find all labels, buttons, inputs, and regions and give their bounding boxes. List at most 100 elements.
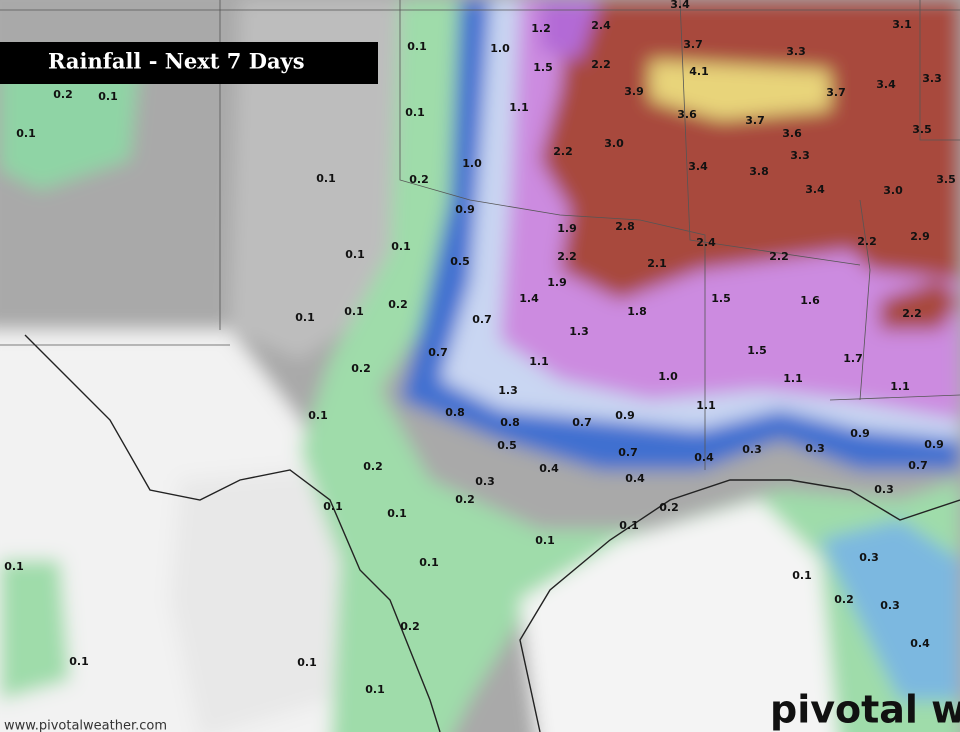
rainfall-label: 3.4 bbox=[688, 160, 708, 173]
rainfall-label: 1.5 bbox=[747, 344, 767, 357]
rainfall-label: 1.3 bbox=[498, 384, 518, 397]
rainfall-label: 0.1 bbox=[407, 40, 427, 53]
rainfall-label: 2.2 bbox=[591, 58, 611, 71]
rainfall-label: 3.4 bbox=[670, 0, 690, 11]
rainfall-label: 0.3 bbox=[475, 475, 495, 488]
rainfall-label: 0.3 bbox=[874, 483, 894, 496]
rainfall-label: 0.2 bbox=[834, 593, 854, 606]
rainfall-label: 0.1 bbox=[345, 248, 365, 261]
rainfall-label: 0.1 bbox=[344, 305, 364, 318]
rainfall-label: 0.5 bbox=[450, 255, 470, 268]
rainfall-label: 1.0 bbox=[462, 157, 482, 170]
rainfall-label: 3.1 bbox=[892, 18, 912, 31]
rainfall-label: 1.1 bbox=[890, 380, 910, 393]
rainfall-label: 1.0 bbox=[658, 370, 678, 383]
rainfall-label: 4.1 bbox=[689, 65, 709, 78]
rainfall-label: 3.0 bbox=[883, 184, 903, 197]
rainfall-label: 3.7 bbox=[826, 86, 846, 99]
rainfall-label: 3.4 bbox=[805, 183, 825, 196]
rainfall-label: 2.8 bbox=[615, 220, 635, 233]
rainfall-label: 0.2 bbox=[455, 493, 475, 506]
rainfall-label: 0.7 bbox=[428, 346, 448, 359]
rainfall-label: 0.1 bbox=[387, 507, 407, 520]
rainfall-label: 1.1 bbox=[529, 355, 549, 368]
rainfall-label: 1.5 bbox=[711, 292, 731, 305]
rainfall-label: 1.7 bbox=[843, 352, 863, 365]
rainfall-label: 1.6 bbox=[800, 294, 820, 307]
rainfall-label: 0.1 bbox=[391, 240, 411, 253]
rainfall-label: 0.2 bbox=[400, 620, 420, 633]
rainfall-label: 2.2 bbox=[902, 307, 922, 320]
rainfall-label: 0.9 bbox=[615, 409, 635, 422]
rainfall-label: 2.2 bbox=[857, 235, 877, 248]
rainfall-label: 1.2 bbox=[531, 22, 551, 35]
rainfall-label: 0.1 bbox=[535, 534, 555, 547]
rainfall-label: 0.1 bbox=[69, 655, 89, 668]
rainfall-label: 0.1 bbox=[419, 556, 439, 569]
rainfall-label: 2.4 bbox=[696, 236, 716, 249]
rainfall-label: 0.9 bbox=[455, 203, 475, 216]
rainfall-label: 0.2 bbox=[363, 460, 383, 473]
rainfall-label: 2.4 bbox=[591, 19, 611, 32]
rainfall-label: 0.3 bbox=[880, 599, 900, 612]
rainfall-label: 0.8 bbox=[500, 416, 520, 429]
rainfall-label: 3.7 bbox=[683, 38, 703, 51]
rainfall-label: 1.1 bbox=[509, 101, 529, 114]
rainfall-label: 1.0 bbox=[490, 42, 510, 55]
rainfall-label: 2.2 bbox=[553, 145, 573, 158]
rainfall-label: 0.1 bbox=[619, 519, 639, 532]
rainfall-label: 0.2 bbox=[388, 298, 408, 311]
rainfall-label: 0.1 bbox=[16, 127, 36, 140]
rainfall-label: 3.6 bbox=[677, 108, 697, 121]
rainfall-label: 0.4 bbox=[625, 472, 645, 485]
rainfall-label: 0.4 bbox=[910, 637, 930, 650]
rainfall-label: 0.1 bbox=[365, 683, 385, 696]
watermark: www.pivotalweather.com bbox=[4, 719, 167, 732]
rainfall-label: 0.1 bbox=[323, 500, 343, 513]
rainfall-label: 0.7 bbox=[618, 446, 638, 459]
rainfall-label: 0.2 bbox=[409, 173, 429, 186]
rainfall-label: 0.9 bbox=[850, 427, 870, 440]
rainfall-label: 0.2 bbox=[351, 362, 371, 375]
rainfall-label: 0.2 bbox=[659, 501, 679, 514]
rainfall-label: 0.9 bbox=[924, 438, 944, 451]
rainfall-label: 0.7 bbox=[908, 459, 928, 472]
rainfall-label: 1.1 bbox=[696, 399, 716, 412]
rainfall-label: 3.3 bbox=[922, 72, 942, 85]
rainfall-label: 3.4 bbox=[876, 78, 896, 91]
rainfall-label: 3.9 bbox=[624, 85, 644, 98]
rainfall-label: 3.3 bbox=[786, 45, 806, 58]
rainfall-label: 0.3 bbox=[805, 442, 825, 455]
rainfall-label: 2.2 bbox=[769, 250, 789, 263]
rainfall-label: 0.1 bbox=[316, 172, 336, 185]
title: Rainfall - Next 7 Days bbox=[48, 49, 305, 74]
rainfall-label: 0.4 bbox=[539, 462, 559, 475]
logo: pivotal w bbox=[770, 688, 960, 732]
rainfall-label: 0.2 bbox=[53, 88, 73, 101]
rainfall-label: 1.3 bbox=[569, 325, 589, 338]
rainfall-label: 0.8 bbox=[445, 406, 465, 419]
rainfall-label: 3.0 bbox=[604, 137, 624, 150]
rainfall-label: 2.2 bbox=[557, 250, 577, 263]
rainfall-label: 1.5 bbox=[533, 61, 553, 74]
rainfall-label: 0.7 bbox=[572, 416, 592, 429]
rainfall-label: 3.6 bbox=[782, 127, 802, 140]
rainfall-label: 0.3 bbox=[742, 443, 762, 456]
rainfall-label: 0.1 bbox=[295, 311, 315, 324]
rainfall-label: 3.5 bbox=[912, 123, 932, 136]
rainfall-label: 1.4 bbox=[519, 292, 539, 305]
rainfall-label: 3.8 bbox=[749, 165, 769, 178]
rainfall-label: 0.7 bbox=[472, 313, 492, 326]
rainfall-label: 0.5 bbox=[497, 439, 517, 452]
rainfall-label: 0.1 bbox=[792, 569, 812, 582]
rainfall-label: 0.1 bbox=[4, 560, 24, 573]
rainfall-label: 1.9 bbox=[547, 276, 567, 289]
rainfall-label: 0.1 bbox=[98, 90, 118, 103]
rainfall-label: 0.1 bbox=[297, 656, 317, 669]
rainfall-label: 1.8 bbox=[627, 305, 647, 318]
title-bar bbox=[0, 42, 378, 84]
rainfall-label: 0.4 bbox=[694, 451, 714, 464]
